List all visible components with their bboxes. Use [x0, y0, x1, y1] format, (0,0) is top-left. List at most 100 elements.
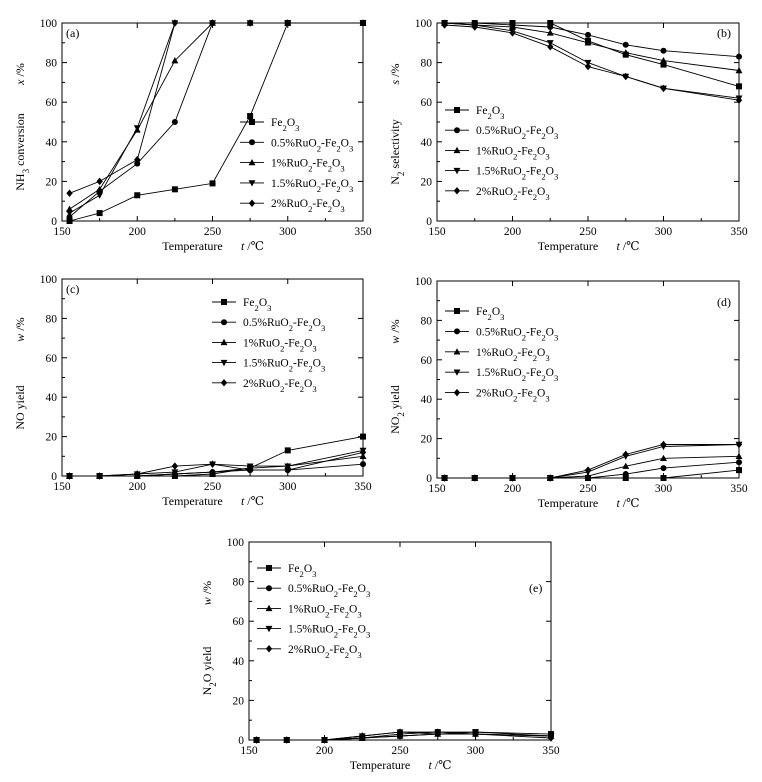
legend-marker	[454, 308, 460, 314]
x-axis-symbol: t /℃	[616, 496, 639, 510]
data-point	[735, 96, 743, 104]
data-point	[134, 192, 141, 199]
series-5	[66, 19, 367, 198]
series-2	[66, 20, 366, 221]
data-point	[736, 459, 742, 466]
series-1	[441, 20, 742, 90]
data-point	[96, 177, 103, 186]
x-tick-label: 350	[354, 226, 372, 238]
data-point	[284, 447, 291, 454]
legend-marker	[248, 180, 256, 187]
data-point	[660, 454, 667, 461]
x-tick-label: 200	[129, 481, 147, 493]
x-tick-label: 150	[428, 483, 446, 495]
y-tick-label: 40	[233, 656, 245, 668]
y-axis-label: NO yield	[13, 385, 27, 429]
legend-label: Fe2O3	[271, 117, 299, 133]
data-point	[134, 160, 141, 167]
data-point	[547, 734, 555, 742]
y-tick-label: 0	[51, 471, 57, 483]
series-1	[66, 20, 366, 224]
series-line	[444, 22, 740, 71]
legend-label: 1.5%RuO2-Fe2O3	[271, 178, 353, 194]
y-tick-label: 40	[46, 137, 58, 149]
y-tick-label: 60	[421, 97, 433, 109]
legend-entry: Fe2O3	[445, 105, 504, 121]
series-3	[66, 452, 367, 479]
legend-marker	[265, 604, 273, 612]
data-point	[660, 61, 667, 68]
data-point	[284, 466, 291, 474]
legend-label: Fe2O3	[288, 563, 316, 579]
y-axis-label: NO2 yield	[388, 385, 406, 434]
x-axis-label: Temperature	[350, 758, 410, 772]
legend-label: Fe2O3	[243, 297, 271, 313]
x-tick-label: 250	[391, 745, 409, 757]
data-point	[547, 23, 554, 30]
series-line	[444, 22, 740, 87]
data-point	[735, 440, 743, 449]
data-point	[283, 736, 290, 744]
legend-label: 2%RuO2-Fe2O3	[271, 198, 345, 214]
data-point	[660, 47, 667, 54]
legend-label: 1%RuO2-Fe2O3	[243, 337, 317, 353]
data-point	[584, 62, 592, 71]
y-tick-label: 100	[415, 18, 433, 30]
x-tick-label: 150	[428, 226, 446, 238]
data-point	[321, 736, 328, 744]
data-point	[209, 180, 216, 187]
data-point	[171, 469, 179, 476]
data-point	[472, 730, 479, 738]
series-line	[256, 731, 552, 741]
legend-marker	[249, 119, 255, 125]
y-tick-label: 0	[51, 216, 57, 228]
legend-label: 2%RuO2-Fe2O3	[243, 378, 317, 394]
data-point	[509, 23, 516, 30]
data-point	[284, 19, 291, 27]
data-point	[660, 475, 667, 481]
data-point	[622, 462, 630, 469]
panel-label: (e)	[529, 581, 542, 595]
series-5	[66, 448, 367, 480]
y-tick-label: 0	[426, 473, 432, 485]
series-line	[69, 463, 364, 477]
series-line	[444, 469, 740, 479]
x-tick-label: 250	[204, 226, 222, 238]
x-tick-label: 150	[53, 226, 71, 238]
y-tick-label: 40	[421, 394, 433, 406]
y-tick-label: 100	[415, 276, 433, 288]
data-point	[359, 732, 366, 740]
legend-entry: 2%RuO2-Fe2O3	[240, 198, 345, 214]
data-point	[96, 185, 104, 193]
legend-marker	[453, 167, 461, 175]
data-point	[360, 433, 366, 440]
legend-marker	[266, 565, 272, 571]
legend-entry: 1.5%RuO2-Fe2O3	[212, 358, 325, 374]
legend-entry: 1%RuO2-Fe2O3	[212, 337, 317, 353]
data-point	[736, 467, 742, 474]
series-line	[69, 436, 364, 477]
y-tick-label: 60	[421, 355, 433, 367]
y-tick-label: 40	[421, 137, 433, 149]
series-5	[253, 728, 555, 744]
legend-entry: 0.5%RuO2-Fe2O3	[445, 125, 558, 141]
data-point	[660, 57, 667, 64]
x-axis-label: Temperature	[162, 494, 222, 508]
x-tick-label: 250	[579, 226, 597, 238]
x-tick-label: 150	[240, 745, 258, 757]
legend-label: 0.5%RuO2-Fe2O3	[271, 137, 353, 153]
data-point	[209, 19, 216, 27]
data-point	[735, 66, 743, 74]
legend-marker	[220, 338, 228, 346]
y-tick-label: 0	[238, 735, 244, 747]
y-tick-label: 80	[46, 313, 58, 325]
data-point	[546, 29, 554, 36]
data-point	[171, 19, 179, 27]
x-tick-label: 300	[467, 745, 485, 757]
data-point	[247, 113, 254, 120]
y-axis-symbol: w /%	[13, 317, 27, 341]
legend-entry: 0.5%RuO2-Fe2O3	[445, 326, 558, 342]
legend-entry: 0.5%RuO2-Fe2O3	[212, 317, 325, 333]
x-tick-label: 300	[279, 226, 297, 238]
